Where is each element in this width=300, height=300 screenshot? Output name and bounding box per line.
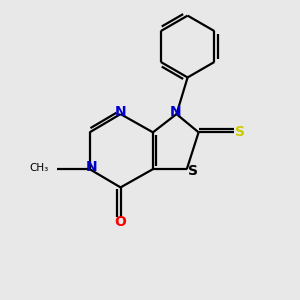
Text: O: O (115, 215, 127, 229)
Text: N: N (86, 160, 98, 174)
Text: CH₃: CH₃ (30, 163, 49, 173)
Text: S: S (188, 164, 198, 178)
Text: N: N (170, 105, 182, 119)
Text: S: S (236, 125, 245, 139)
Text: N: N (115, 105, 126, 119)
